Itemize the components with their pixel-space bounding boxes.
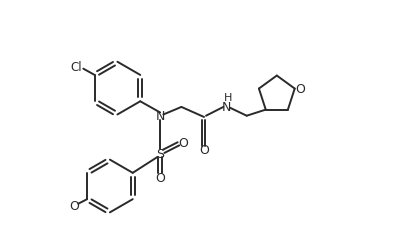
Text: O: O (155, 171, 165, 184)
Text: O: O (69, 199, 79, 212)
Text: N: N (222, 101, 231, 114)
Text: Cl: Cl (70, 61, 82, 74)
Text: O: O (199, 144, 209, 156)
Text: N: N (155, 110, 165, 123)
Text: S: S (156, 147, 164, 160)
Text: O: O (295, 83, 305, 96)
Text: O: O (178, 136, 187, 149)
Text: H: H (224, 92, 232, 102)
